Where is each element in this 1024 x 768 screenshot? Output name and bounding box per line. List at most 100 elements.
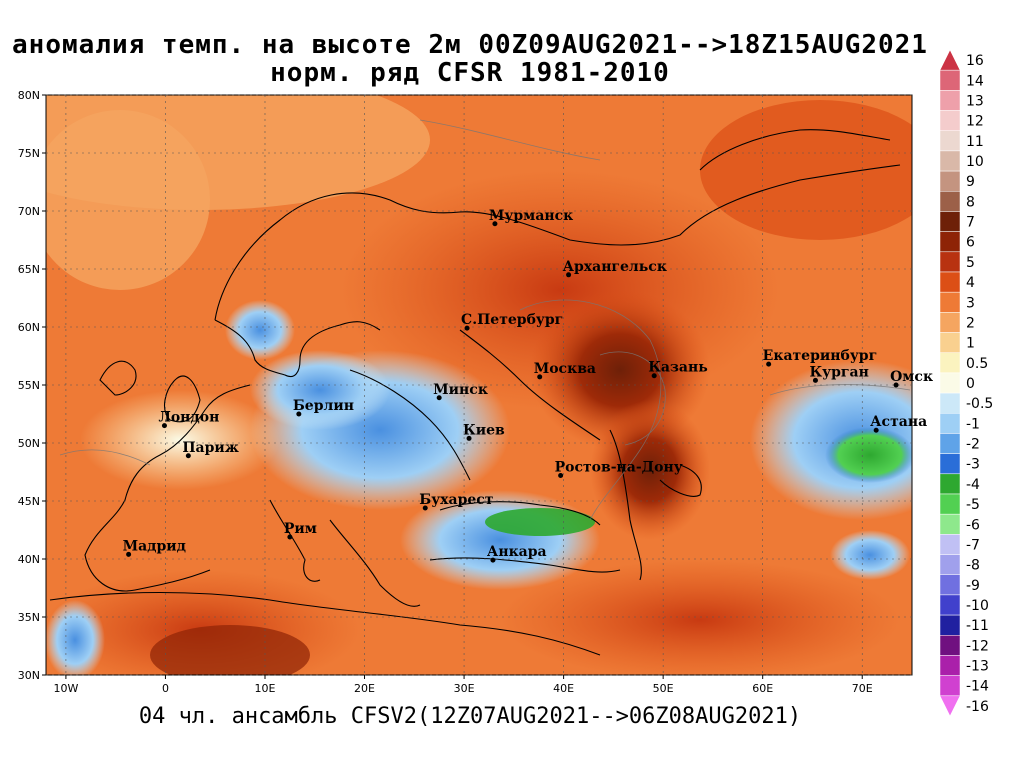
city-label: Екатеринбург (763, 348, 878, 364)
city-label: Курган (809, 364, 868, 380)
legend-label: 10 (966, 154, 984, 170)
city-label: Мурманск (489, 208, 573, 224)
legend-swatch (939, 271, 961, 293)
chart-subtitle: норм. ряд CFSR 1981-2010 (270, 58, 670, 88)
lat-tick-label: 45N (18, 495, 40, 508)
legend-swatch (939, 413, 961, 434)
city-label: Ростов-на-Дону (555, 459, 683, 475)
city-label: Рим (284, 521, 317, 537)
lon-tick-label: 10W (53, 682, 78, 695)
legend-label: -9 (966, 578, 980, 594)
lat-tick-label: 70N (18, 205, 40, 218)
lat-tick-label: 35N (18, 611, 40, 624)
lon-tick-label: 10E (255, 682, 276, 695)
city-label: Астана (870, 414, 927, 430)
city-label: Архангельск (563, 259, 667, 275)
city-marker (464, 325, 470, 331)
legend-label: 0.5 (966, 356, 988, 372)
legend-label: 8 (966, 194, 975, 210)
longitude-axis: 10W 0 10E 20E 30E 40E 50E 60E 70E (53, 675, 873, 695)
legend-swatch (939, 130, 961, 152)
legend-label: -0.5 (966, 396, 993, 412)
latitude-axis: 80N 75N 70N 65N 60N 55N 50N 45N 40N 35N 30N (18, 89, 46, 682)
legend-swatch (939, 695, 961, 717)
legend-swatch (939, 453, 961, 475)
city-label: Москва (534, 361, 596, 377)
ensemble-caption: 04 чл. ансамбль CFSV2(12Z07AUG2021-->06Z… (138, 704, 802, 729)
legend-label: 9 (966, 174, 975, 190)
legend-swatch (939, 191, 961, 212)
city-marker (436, 395, 442, 401)
coastlines (49, 129, 901, 656)
legend-swatch (939, 554, 961, 575)
legend-swatch (939, 90, 961, 111)
legend-swatch (939, 352, 961, 374)
lat-tick-label: 80N (18, 89, 40, 102)
legend-label: 2 (966, 315, 975, 331)
city-marker (893, 382, 899, 388)
legend-swatch (939, 513, 961, 535)
lon-tick-label: 30E (454, 682, 475, 695)
city-marker (161, 423, 167, 429)
city-marker (422, 505, 428, 511)
legend-swatch (939, 251, 961, 273)
lat-tick-label: 50N (18, 437, 40, 450)
legend-label: 11 (966, 134, 984, 150)
lon-tick-label: 20E (354, 682, 375, 695)
legend-label: 13 (966, 93, 984, 109)
city-marker (287, 534, 293, 540)
legend-label: -7 (966, 537, 980, 553)
city-label: Бухарест (419, 492, 494, 508)
city-label: Мадрид (123, 538, 186, 554)
city-marker (873, 427, 879, 433)
legend-swatch (939, 574, 961, 596)
anomaly-contours (59, 119, 911, 521)
legend-label: -11 (966, 618, 989, 634)
city-marker (296, 411, 302, 417)
legend-label: 7 (966, 215, 975, 231)
city-label: Казань (648, 360, 708, 376)
legend-label: 14 (966, 73, 984, 89)
city-marker (466, 435, 472, 441)
legend-label: -4 (966, 477, 980, 493)
legend-label: 6 (966, 235, 975, 251)
city-marker (492, 221, 498, 227)
legend-swatch (939, 614, 961, 636)
city-marker (126, 551, 132, 557)
legend-label: -8 (966, 558, 980, 574)
legend-swatch (939, 211, 961, 232)
city-label: Анкара (487, 544, 547, 560)
legend-swatch (939, 110, 961, 131)
lat-tick-label: 30N (18, 669, 40, 682)
legend-label: -12 (966, 638, 989, 654)
lon-tick-label: 60E (752, 682, 773, 695)
legend-label: 12 (966, 114, 984, 130)
city-label: Париж (182, 440, 239, 456)
legend-label: -16 (966, 699, 989, 715)
city-labels: Мурманск Архангельск С.Петербург Москва Каза… (123, 208, 933, 563)
city-marker (537, 374, 543, 380)
city-label: Минск (433, 382, 488, 398)
city-marker (651, 373, 657, 379)
city-label: С.Петербург (461, 312, 563, 328)
legend-swatch (939, 312, 961, 333)
legend-label: -14 (966, 679, 989, 695)
city-marker (566, 272, 572, 278)
city-marker (558, 472, 564, 478)
lat-tick-label: 55N (18, 379, 40, 392)
lat-tick-label: 60N (18, 321, 40, 334)
legend-swatch (939, 635, 961, 656)
city-marker (812, 377, 818, 383)
lon-tick-label: 0 (162, 682, 169, 695)
legend-swatch (939, 594, 961, 616)
legend-label: 16 (966, 53, 984, 69)
lat-tick-label: 65N (18, 263, 40, 276)
chart-title: аномалия темп. на высоте 2м 00Z09AUG2021… (12, 30, 928, 60)
city-marker (766, 361, 772, 367)
city-label: Берлин (293, 398, 354, 414)
legend-label: 0 (966, 376, 975, 392)
legend-swatch (939, 170, 961, 192)
legend-swatch (939, 372, 961, 394)
legend-label: -5 (966, 497, 980, 513)
legend-swatch (939, 473, 961, 495)
